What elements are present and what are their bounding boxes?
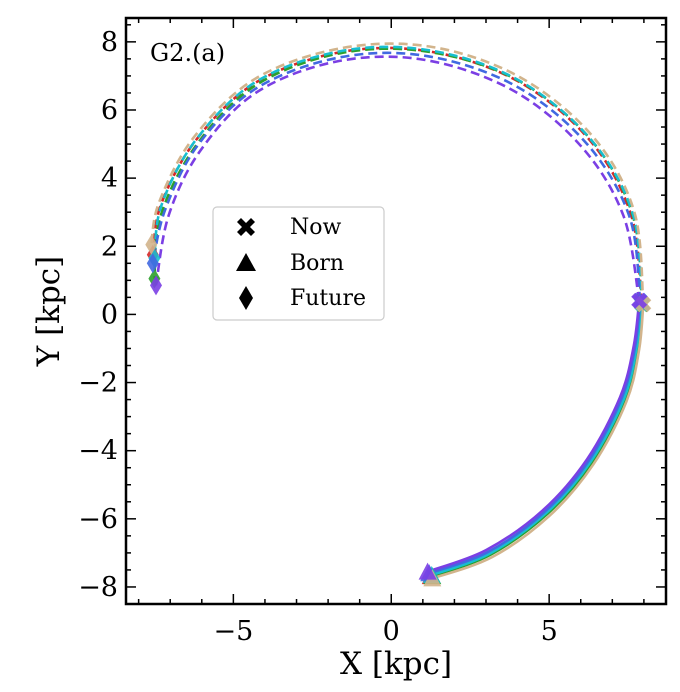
y-tick-label: 0: [101, 299, 118, 330]
legend-label-future: Future: [290, 286, 366, 311]
legend-marker-future: [239, 286, 253, 310]
series-1-past-orbit: [431, 304, 644, 578]
legend-label-born: Born: [290, 251, 344, 276]
x-axis-label: X [kpc]: [340, 646, 452, 682]
series-3-future-orbit: [151, 51, 642, 301]
y-tick-label: 6: [101, 95, 118, 126]
series-5-now-marker: [631, 292, 648, 309]
panel-label: G2.(a): [150, 39, 225, 67]
series-5-future-marker: [150, 275, 162, 296]
series-4-future-orbit: [150, 42, 645, 305]
x-tick-label: 0: [383, 616, 400, 647]
axis-ticks: −5 0 5 −8 −6 −4 −2 0 2 4 6 8: [78, 18, 666, 647]
x-tick-label: −5: [213, 616, 253, 647]
y-tick-label: 2: [101, 231, 118, 262]
y-tick-label: −6: [78, 504, 118, 535]
legend-box: [212, 206, 385, 321]
series-4-future-marker: [145, 234, 158, 255]
series-3-future-marker: [146, 253, 159, 274]
legend-marker-now: [237, 218, 255, 236]
series-5-past-orbit: [427, 300, 641, 573]
plot-area: [145, 42, 652, 587]
legend: Now Born Future: [212, 206, 385, 321]
y-axis-label: Y [kpc]: [31, 256, 67, 368]
x-tick-label: 5: [541, 616, 558, 647]
series-5-born-marker: [418, 562, 437, 580]
y-tick-label: −4: [78, 436, 118, 467]
legend-marker-born: [236, 253, 256, 271]
y-tick-label: −2: [78, 368, 118, 399]
y-tick-label: 4: [101, 163, 118, 194]
series-2-past-orbit: [431, 303, 643, 577]
legend-label-now: Now: [290, 215, 341, 240]
y-tick-label: 8: [101, 27, 118, 58]
series-5-future-orbit: [154, 55, 641, 302]
series-2-future-orbit: [153, 45, 643, 304]
series-4-past-orbit: [431, 304, 645, 580]
series-3-past-orbit: [428, 300, 642, 575]
y-tick-label: −8: [78, 572, 118, 603]
plot-frame: [124, 16, 668, 606]
